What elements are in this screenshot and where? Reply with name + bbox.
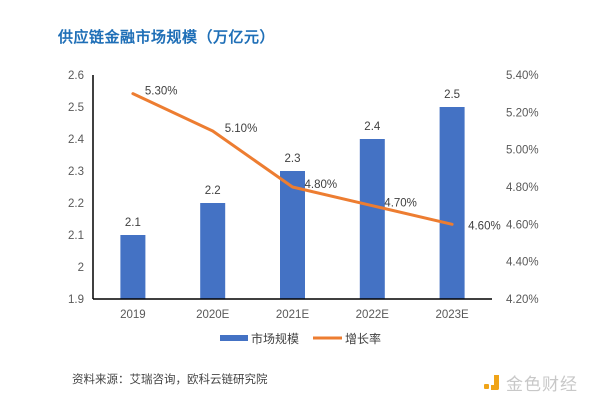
bar-data-label: 2.4 [364, 121, 381, 133]
bar-data-label: 2.3 [285, 153, 301, 165]
line-data-label: 5.10% [225, 123, 258, 135]
watermark-text: 金色财经 [506, 375, 578, 395]
left-axis-tick-label: 2.6 [68, 70, 84, 82]
bar [359, 139, 385, 299]
x-axis-ticks: 2019 2020E 2021E 2022E 2023E [120, 309, 469, 321]
bar-data-labels: 2.1 2.2 2.3 2.4 2.5 [125, 89, 460, 229]
line-data-label: 4.80% [305, 179, 338, 191]
bar-data-label: 2.5 [444, 89, 460, 101]
left-axis-tick-label: 2.2 [68, 198, 84, 210]
line-data-label: 4.60% [468, 220, 501, 232]
left-axis-tick-label: 2 [78, 262, 84, 274]
legend: 市场规模 增长率 [220, 331, 381, 346]
right-axis-tick-label: 4.40% [506, 257, 539, 269]
legend-label-market-size: 市场规模 [251, 331, 299, 346]
bar-data-label: 2.2 [205, 185, 221, 197]
bar [120, 235, 146, 299]
right-axis-ticks: 4.20% 4.40% 4.60% 4.80% 5.00% 5.20% 5.40% [506, 70, 539, 306]
bar-data-label: 2.1 [125, 217, 141, 229]
bar [280, 171, 305, 299]
legend-label-growth-rate: 增长率 [345, 331, 381, 346]
watermark-logo-icon [484, 374, 500, 391]
left-axis-tick-label: 2.5 [68, 102, 84, 114]
line-data-label: 5.30% [145, 86, 178, 98]
right-axis-tick-label: 4.20% [506, 294, 539, 306]
left-axis-tick-label: 1.9 [68, 294, 84, 306]
line-data-labels: 5.30% 5.10% 4.80% 4.70% 4.60% [145, 86, 501, 233]
bar-series [120, 107, 465, 299]
watermark: 金色财经 [484, 370, 578, 395]
x-axis-tick-label: 2021E [276, 309, 310, 321]
x-axis-tick-label: 2022E [356, 309, 390, 321]
left-axis-ticks: 1.9 2 2.1 2.2 2.3 2.4 2.5 2.6 [68, 70, 85, 306]
line-data-label: 4.70% [384, 198, 417, 210]
bar [200, 203, 226, 299]
right-axis-tick-label: 5.00% [506, 145, 539, 157]
source-note: 资料来源：艾瑞咨询，欧科云链研究院 [72, 372, 268, 386]
left-axis-tick-label: 2.1 [68, 230, 84, 242]
line-series [131, 92, 454, 226]
x-axis-tick-label: 2019 [120, 309, 146, 321]
chart-title: 供应链金融市场规模（万亿元） [58, 28, 276, 46]
right-axis-tick-label: 4.80% [506, 182, 539, 194]
right-axis-tick-label: 5.40% [506, 70, 539, 82]
x-axis-tick-label: 2020E [196, 309, 230, 321]
left-axis-tick-label: 2.3 [68, 166, 84, 178]
x-axis-tick-label: 2023E [435, 309, 469, 321]
legend-swatch-market-size [220, 335, 248, 341]
right-axis-tick-label: 4.60% [506, 219, 539, 231]
left-axis-tick-label: 2.4 [68, 134, 85, 146]
right-axis-tick-label: 5.20% [506, 107, 539, 119]
bar [439, 107, 465, 299]
growth-rate-line [131, 92, 454, 226]
